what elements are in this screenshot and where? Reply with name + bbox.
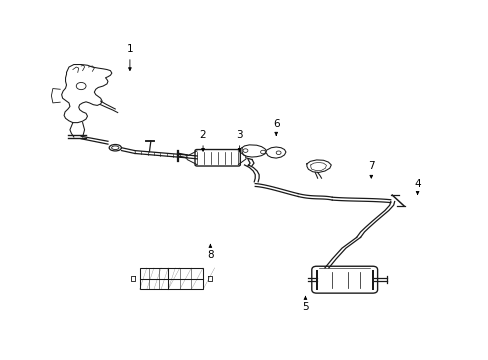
Text: 3: 3 (236, 130, 243, 151)
Text: 1: 1 (126, 44, 133, 71)
Text: 5: 5 (302, 297, 308, 312)
Text: 2: 2 (199, 130, 206, 151)
Text: 4: 4 (413, 179, 420, 194)
Text: 8: 8 (206, 244, 213, 260)
Text: 6: 6 (272, 120, 279, 135)
Text: 7: 7 (367, 161, 374, 178)
